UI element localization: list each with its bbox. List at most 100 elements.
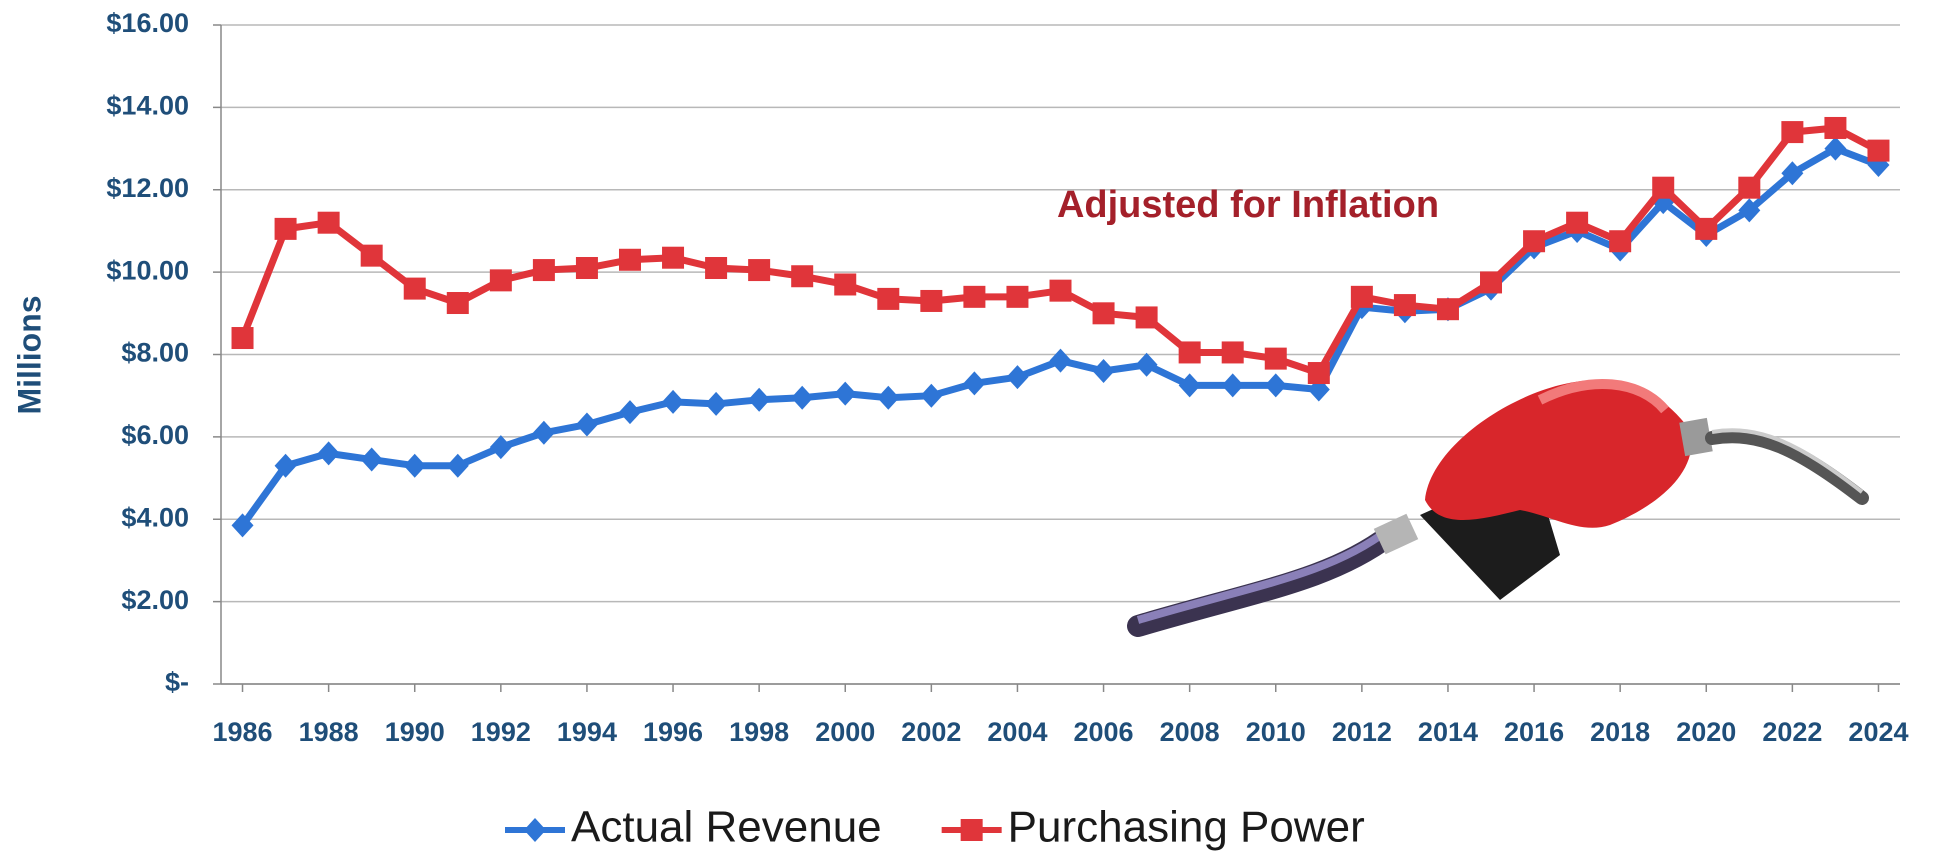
x-tick-label: 1988	[299, 717, 359, 747]
y-tick-label: $6.00	[121, 420, 189, 450]
marker	[705, 391, 728, 416]
marker	[575, 257, 598, 280]
marker	[1307, 362, 1330, 385]
marker	[274, 217, 297, 240]
marker	[489, 269, 512, 292]
hose-highlight	[1136, 526, 1391, 624]
marker	[403, 277, 426, 300]
marker	[1523, 230, 1546, 253]
marker	[274, 453, 297, 478]
x-tick-label: 1990	[385, 717, 445, 747]
x-tick-label: 2020	[1676, 717, 1736, 747]
pump-illustration	[1127, 379, 1869, 637]
x-tick-label: 2012	[1332, 717, 1392, 747]
marker	[317, 441, 340, 466]
x-tick-label: 2022	[1762, 717, 1822, 747]
marker	[662, 246, 685, 269]
marker	[1566, 211, 1589, 234]
marker	[231, 513, 254, 538]
y-tick-label: $-	[165, 667, 189, 697]
marker	[532, 420, 555, 445]
marker	[1006, 365, 1029, 390]
marker	[877, 385, 900, 410]
marker	[834, 273, 857, 296]
y-tick-label: $14.00	[106, 91, 189, 121]
y-tick-label: $2.00	[121, 585, 189, 615]
x-tick-label: 2024	[1848, 717, 1908, 747]
hose-collar	[1373, 513, 1419, 555]
marker	[1049, 279, 1072, 302]
x-tick-label: 2004	[987, 717, 1047, 747]
marker	[1436, 298, 1459, 321]
marker	[1738, 176, 1761, 199]
x-tick-label: 2002	[901, 717, 961, 747]
marker	[662, 389, 685, 414]
legend-label: Actual Revenue	[571, 803, 882, 852]
marker	[1135, 306, 1158, 329]
hose	[1127, 524, 1401, 637]
marker	[1781, 121, 1804, 144]
marker	[317, 211, 340, 234]
marker	[618, 248, 641, 271]
marker	[618, 400, 641, 425]
marker	[1393, 294, 1416, 317]
marker	[1781, 161, 1804, 186]
marker	[963, 285, 986, 308]
marker	[231, 327, 254, 350]
marker	[877, 287, 900, 310]
annotation: Adjusted for Inflation	[1057, 184, 1439, 226]
pump-body	[1425, 380, 1692, 528]
x-tick-label: 2018	[1590, 717, 1650, 747]
y-tick-label: $12.00	[106, 173, 189, 203]
x-tick-label: 2014	[1418, 717, 1478, 747]
marker	[748, 387, 771, 412]
marker	[1178, 373, 1201, 398]
marker	[446, 453, 469, 478]
y-axis-label: Millions	[11, 295, 47, 414]
series-line	[239, 124, 1881, 377]
marker	[1049, 348, 1072, 373]
y-tick-label: $8.00	[121, 338, 189, 368]
spout-collar	[1679, 417, 1713, 457]
x-tick-label: 1986	[212, 717, 272, 747]
marker	[748, 259, 771, 282]
pump-shine	[1537, 379, 1669, 414]
x-tick-label: 2016	[1504, 717, 1564, 747]
x-tick-label: 1992	[471, 717, 531, 747]
marker	[1480, 271, 1503, 294]
marker	[360, 447, 383, 472]
marker	[960, 819, 983, 841]
marker	[575, 412, 598, 437]
marker	[1092, 302, 1115, 325]
marker	[1350, 285, 1373, 308]
x-tick-label: 1994	[557, 717, 617, 747]
marker	[1738, 198, 1761, 223]
x-tick-label: 1998	[729, 717, 789, 747]
marker	[1178, 341, 1201, 364]
marker	[1609, 230, 1632, 253]
marker	[791, 385, 814, 410]
marker	[360, 244, 383, 267]
x-tick-label: 2000	[815, 717, 875, 747]
marker	[1824, 136, 1847, 161]
marker	[920, 289, 943, 312]
marker	[1135, 352, 1158, 377]
marker	[1092, 358, 1115, 383]
marker	[403, 453, 426, 478]
marker	[489, 435, 512, 460]
marker	[1221, 373, 1244, 398]
y-tick-label: $10.00	[106, 255, 189, 285]
spout	[1705, 429, 1869, 505]
marker	[834, 381, 857, 406]
marker	[1221, 341, 1244, 364]
marker	[1264, 347, 1287, 370]
marker	[446, 292, 469, 315]
marker	[705, 257, 728, 280]
y-tick-label: $16.00	[106, 8, 189, 38]
marker	[791, 265, 814, 288]
x-tick-label: 1996	[643, 717, 703, 747]
x-tick-label: 2010	[1246, 717, 1306, 747]
marker	[963, 371, 986, 396]
x-tick-label: 2008	[1160, 717, 1220, 747]
